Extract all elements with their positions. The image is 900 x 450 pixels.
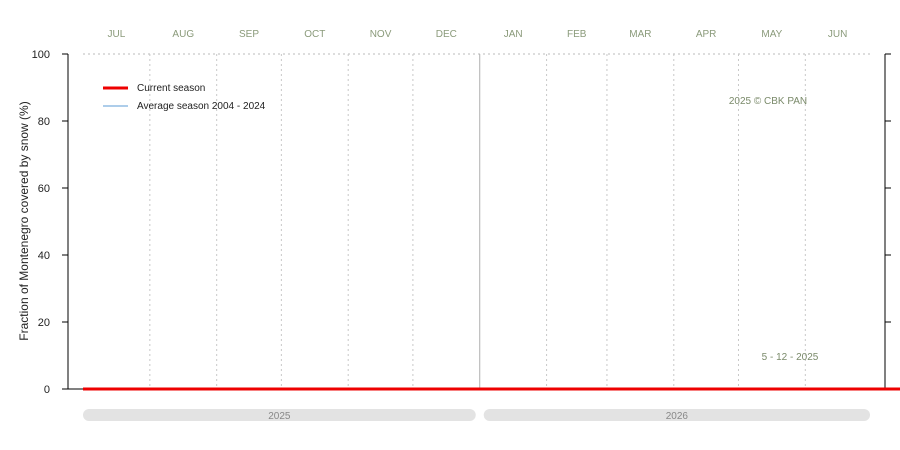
month-labels: JUL AUG SEP OCT NOV DEC JAN FEB MAR APR MAY JUN	[108, 29, 848, 40]
y-ticks: 0 20 40 60 80 100	[32, 49, 891, 396]
year-bar-2025	[83, 409, 476, 421]
month-label-aug: AUG	[172, 29, 194, 40]
month-label-oct: OCT	[304, 29, 325, 40]
month-label-jan: JAN	[504, 29, 523, 40]
month-label-jul: JUL	[108, 29, 126, 40]
month-label-dec: DEC	[436, 29, 457, 40]
y-tick-label: 0	[44, 384, 50, 396]
year-label-2026: 2026	[666, 411, 689, 422]
year-bars: 2025 2026	[83, 409, 870, 422]
y-tick-label: 40	[38, 250, 50, 262]
month-label-jun: JUN	[828, 29, 847, 40]
y-tick-label: 20	[38, 317, 50, 329]
legend: Current season Average season 2004 - 2024	[103, 83, 266, 112]
y-tick-label: 60	[38, 183, 50, 195]
legend-label-average: Average season 2004 - 2024	[137, 101, 266, 112]
grid	[83, 53, 870, 389]
month-label-nov: NOV	[370, 29, 392, 40]
month-label-apr: APR	[696, 29, 717, 40]
month-label-sep: SEP	[239, 29, 259, 40]
month-label-feb: FEB	[567, 29, 587, 40]
y-tick-label: 100	[32, 49, 50, 61]
month-label-mar: MAR	[629, 29, 651, 40]
year-bar-2026	[483, 409, 870, 421]
copyright-note: 2025 © CBK PAN	[729, 96, 807, 107]
y-axis-label: Fraction of Montenegro covered by snow (…	[17, 101, 31, 340]
legend-label-current: Current season	[137, 83, 205, 94]
year-label-2025: 2025	[268, 411, 291, 422]
month-label-may: MAY	[761, 29, 782, 40]
y-tick-label: 80	[38, 116, 50, 128]
date-note: 5 - 12 - 2025	[762, 352, 819, 363]
